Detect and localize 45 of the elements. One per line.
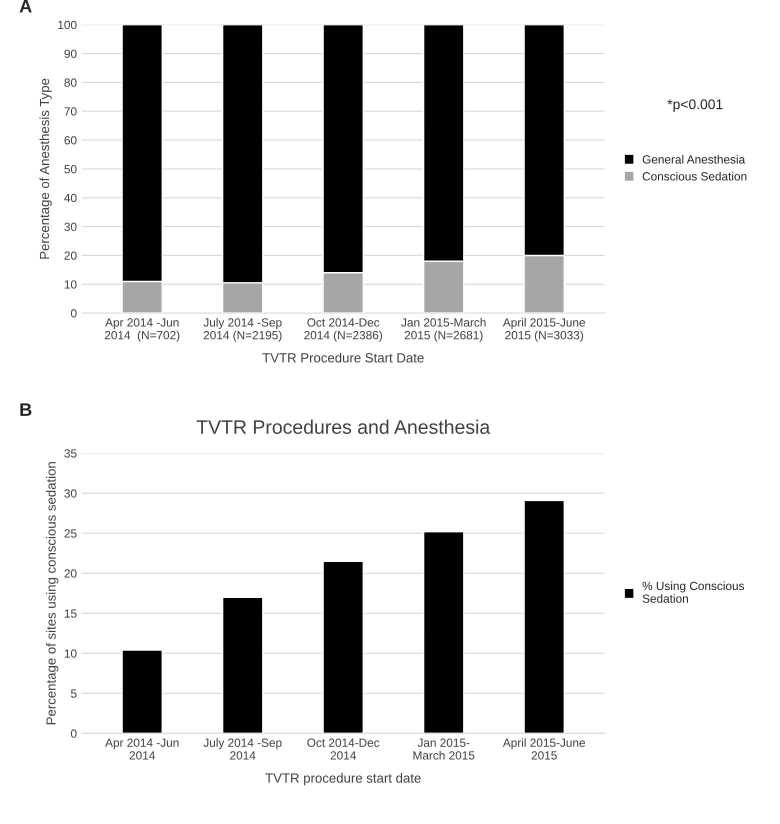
y-tick-label: 5 (70, 689, 77, 698)
y-tick-label: 100 (58, 20, 77, 30)
y-tick-label: 35 (64, 449, 77, 458)
y-tick-label: 40 (64, 194, 77, 202)
x-tick-label: Jan 2015-March 2015 (N=2681) (401, 318, 486, 342)
chart-title: TVTR Procedures and Anesthesia (196, 420, 490, 434)
y-tick-label: 80 (64, 78, 77, 87)
y-tick-label: 90 (64, 50, 77, 58)
x-tick-label: July 2014 -Sep 2014 (N=2195) (204, 318, 282, 342)
y-tick-label: 0 (70, 309, 77, 318)
bar (121, 649, 163, 734)
x-tick-label: April 2015-June 2015 (N=3033) (502, 318, 586, 342)
y-tick-label: 0 (70, 729, 77, 738)
legend-label: General Anesthesia (642, 154, 746, 164)
text: B (20, 403, 32, 416)
y-tick-label: 60 (64, 136, 77, 144)
bar (422, 530, 464, 734)
legend-label: Conscious Sedation (642, 172, 746, 181)
y-tick-label: 20 (64, 569, 77, 578)
y-tick-label: 15 (64, 609, 77, 618)
y-axis-title: Percentage of sites using conscious sedation (46, 462, 58, 724)
y-tick-label: 50 (64, 164, 77, 174)
bar (322, 560, 364, 734)
text: *p<0.001 (667, 99, 723, 112)
y-tick-label: 10 (64, 649, 77, 658)
x-tick-label: Apr 2014 -Jun 2014 (N=702) (104, 318, 180, 342)
x-tick-label: April 2015-June 2015 (502, 738, 586, 760)
text: A (20, 0, 32, 12)
x-tick-label: Oct 2014-Dec 2014 (307, 738, 380, 760)
y-tick-label: 30 (64, 489, 77, 498)
bar (523, 500, 565, 734)
y-tick-label: 20 (64, 251, 77, 260)
bar (222, 596, 264, 734)
y-tick-label: 25 (64, 529, 77, 538)
y-tick-label: 30 (64, 222, 77, 231)
y-axis-title: Percentage of Anesthesis Type (39, 78, 52, 259)
y-tick-label: 70 (64, 107, 77, 116)
x-tick-label: Oct 2014-Dec 2014 (N=2386) (304, 318, 382, 342)
x-tick-label: July 2014 -Sep 2014 (204, 738, 282, 760)
x-axis-title: TVTR Procedure Start Date (262, 352, 424, 363)
x-tick-label: Apr 2014 -Jun 2014 (105, 738, 179, 760)
x-tick-label: Jan 2015- March 2015 (414, 738, 474, 760)
x-axis-title: TVTR procedure start date (265, 773, 421, 786)
legend-label: % Using Conscious Sedation (642, 581, 744, 603)
y-tick-label: 10 (64, 280, 77, 289)
